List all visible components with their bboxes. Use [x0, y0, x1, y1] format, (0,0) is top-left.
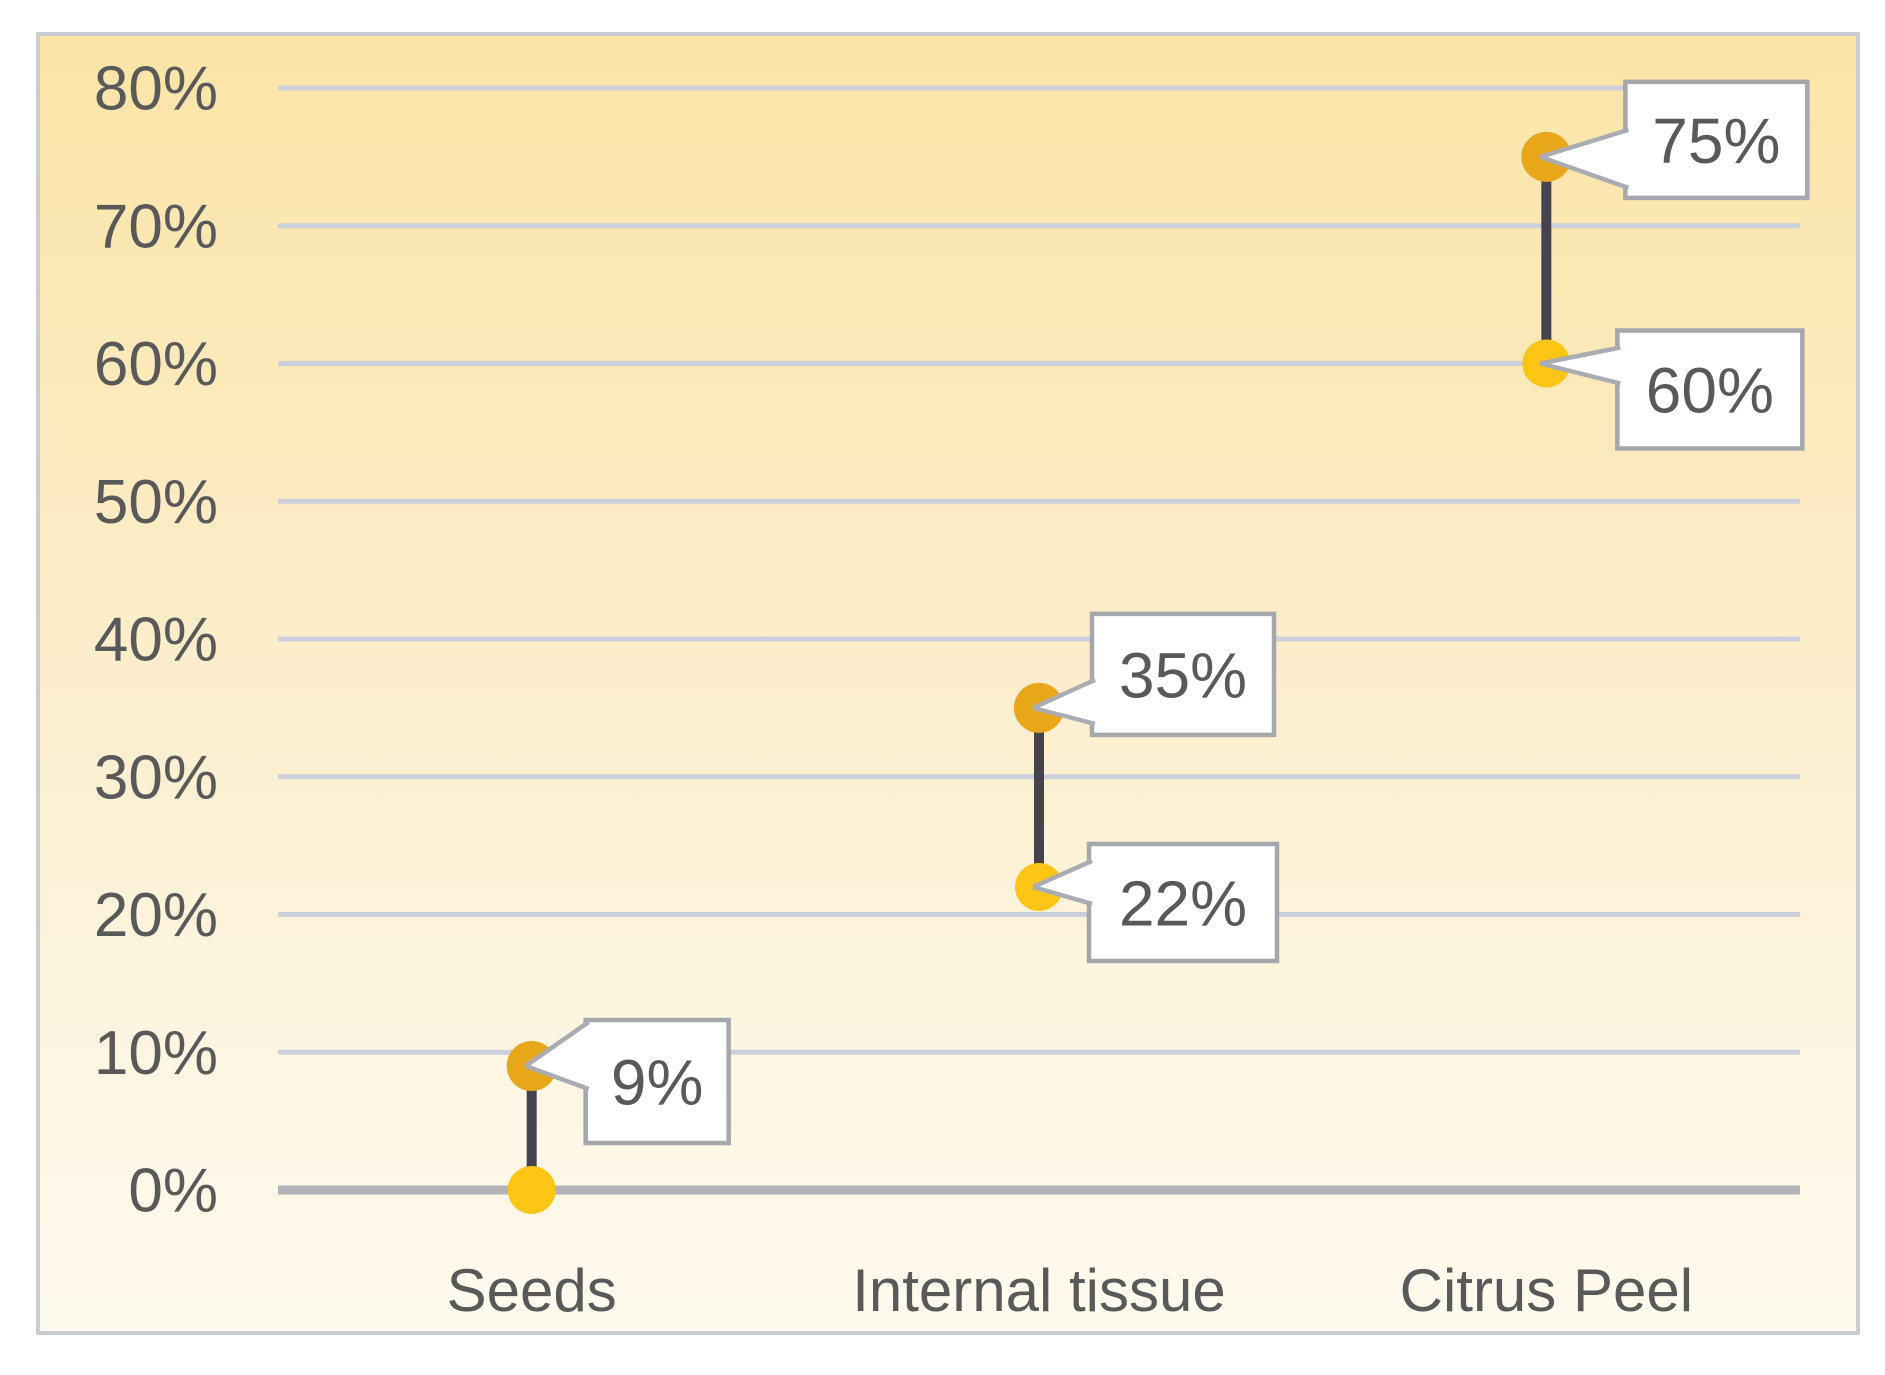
data-label-pointer — [1033, 679, 1099, 724]
range-series-citrus-peel — [1521, 131, 1572, 388]
data-label-pointer-edge — [1032, 677, 1096, 710]
data-label-callout: 60% — [1539, 328, 1805, 451]
y-axis-tick-label: 0% — [128, 1157, 218, 1226]
data-label-pointer-edge — [1539, 361, 1621, 386]
x-axis-category-label: Citrus Peel — [1400, 1257, 1693, 1324]
data-label-pointer-edge — [524, 1063, 590, 1092]
x-axis-category-label: Internal tissue — [852, 1257, 1226, 1324]
data-label-callout: 9% — [524, 1017, 731, 1146]
data-label-callout: 22% — [1032, 841, 1280, 964]
data-label-pointer — [1540, 129, 1633, 188]
data-label-box — [1615, 328, 1805, 451]
data-label-pointer — [1540, 347, 1625, 384]
y-axis-tick-labels: 0% 10% 20% 30% 40% 50% 60% 70% 80% — [94, 55, 218, 1226]
y-axis-tick-label: 40% — [94, 606, 218, 675]
data-label-pointer-edge — [524, 1020, 590, 1068]
data-label-pointer — [1033, 860, 1096, 904]
y-axis-tick-label: 20% — [94, 881, 218, 950]
data-label-box — [1623, 79, 1810, 201]
data-label-text: 35% — [1119, 639, 1247, 711]
y-axis-tick-label: 70% — [94, 192, 218, 261]
data-label-pointer-edge — [1539, 154, 1630, 190]
data-label-callout: 35% — [1032, 611, 1277, 738]
data-label-text: 22% — [1119, 867, 1247, 939]
data-label-text: 60% — [1646, 355, 1774, 427]
data-label-box — [1086, 841, 1280, 964]
y-axis-tick-label: 30% — [94, 743, 218, 812]
y-axis-tick-label: 10% — [94, 1019, 218, 1088]
x-axis-category-labels: Seeds Internal tissue Citrus Peel — [447, 1257, 1693, 1324]
data-label-pointer-edge — [1539, 345, 1621, 366]
y-axis-tick-label: 50% — [94, 468, 218, 537]
data-label-pointer-edge — [1032, 858, 1093, 890]
data-label-text: 75% — [1652, 105, 1780, 177]
y-axis-tick-label: 60% — [94, 330, 218, 399]
data-label-box — [583, 1017, 731, 1146]
low-value-dot — [507, 1166, 556, 1214]
data-label-pointer-edge — [1032, 884, 1093, 907]
data-label-pointer-edge — [1032, 705, 1096, 727]
data-label-box — [1089, 611, 1277, 738]
data-label-pointer-edge — [1539, 127, 1629, 160]
data-label-callout: 75% — [1539, 79, 1810, 201]
y-axis-tick-label: 80% — [94, 55, 218, 124]
data-label-pointer — [525, 1022, 593, 1090]
x-axis-category-label: Seeds — [447, 1257, 617, 1324]
data-label-text: 9% — [611, 1047, 704, 1119]
chart-frame — [36, 32, 1860, 1335]
